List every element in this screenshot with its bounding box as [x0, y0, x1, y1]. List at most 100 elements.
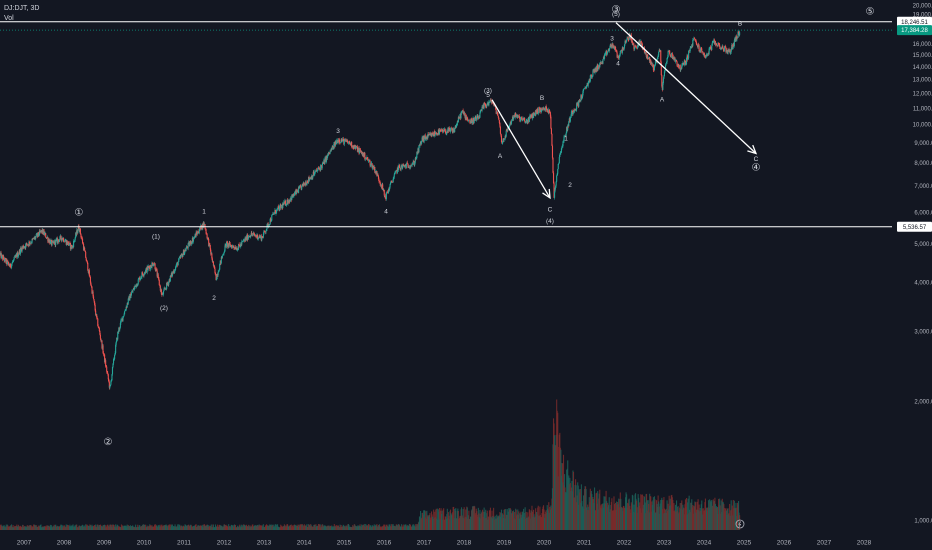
x-tick-label: 2008	[57, 540, 72, 547]
wave-label: ②	[104, 437, 113, 448]
candle	[64, 240, 66, 242]
volume-bars	[0, 399, 741, 530]
time-axis[interactable]: 2007 2008 2009 2010 2011 2012 2013 2014 2015 2016…	[17, 540, 872, 547]
candle	[552, 172, 555, 184]
candle	[591, 76, 593, 78]
wave-label: A	[660, 96, 665, 103]
horizontal-lines[interactable]	[0, 21, 892, 228]
candle	[500, 135, 503, 143]
candle	[490, 99, 492, 101]
candle	[96, 314, 98, 318]
candle	[318, 167, 320, 169]
candle	[416, 151, 418, 158]
chart-controls[interactable]	[735, 519, 745, 529]
candle	[312, 176, 314, 179]
candle	[122, 316, 124, 321]
candle	[448, 128, 450, 132]
candle	[654, 64, 656, 66]
volume-bar	[685, 498, 688, 530]
candle	[394, 173, 396, 175]
candle	[109, 386, 111, 388]
candle	[570, 111, 572, 117]
candle	[486, 105, 488, 107]
volume-bar	[72, 524, 74, 530]
candle	[159, 285, 161, 286]
candle	[653, 65, 656, 71]
candle	[299, 186, 301, 189]
candle	[432, 133, 434, 136]
candle	[285, 205, 287, 206]
candle	[578, 100, 580, 107]
candle	[113, 358, 115, 360]
x-tick-label: 2018	[457, 540, 472, 547]
wave-label: ⑤	[866, 6, 875, 17]
candle	[84, 247, 86, 251]
candle	[329, 150, 331, 154]
candle	[117, 331, 119, 340]
wave-label: 4	[616, 60, 620, 67]
candle	[202, 222, 204, 228]
candle	[357, 150, 359, 152]
candle	[418, 145, 420, 153]
candle	[20, 248, 22, 249]
candle	[558, 163, 560, 164]
candle	[93, 296, 95, 300]
candle	[112, 359, 115, 364]
candle	[554, 191, 556, 198]
candle	[718, 44, 720, 45]
candle	[618, 56, 620, 59]
candle	[564, 135, 566, 137]
candle	[168, 281, 170, 285]
candle	[722, 45, 724, 49]
candle	[519, 117, 521, 122]
candle	[421, 140, 423, 144]
candle	[82, 243, 84, 245]
x-tick-label: 2020	[537, 540, 552, 547]
candle	[488, 101, 490, 106]
candle	[295, 189, 298, 195]
price-axis[interactable]: 1,000.00 2,000.00 3,000.00 4,000.00 5,000.00…	[913, 4, 932, 525]
candle	[137, 279, 139, 285]
trend-arrows[interactable]	[491, 22, 758, 200]
candle	[719, 44, 721, 47]
candle	[462, 110, 464, 114]
candle	[298, 187, 300, 193]
candle	[557, 163, 559, 169]
candle	[370, 165, 372, 166]
candle	[662, 83, 664, 90]
candle	[533, 112, 535, 119]
candle	[49, 240, 52, 244]
candle	[736, 37, 738, 40]
candle	[530, 114, 532, 116]
candle	[90, 285, 93, 287]
candle	[661, 75, 663, 87]
candle	[100, 338, 102, 341]
y-tick-label: 11,000.00	[913, 106, 932, 112]
candle	[103, 354, 105, 355]
symbol-title[interactable]: DJ:DJT, 3D	[4, 5, 40, 12]
candle	[498, 120, 500, 123]
candle	[627, 37, 629, 40]
candle	[730, 48, 732, 53]
candle	[402, 165, 404, 168]
volume-bar	[438, 507, 441, 530]
candle	[628, 34, 630, 40]
candle	[222, 254, 224, 255]
trend-arrow-line	[491, 99, 551, 199]
candle	[182, 254, 184, 257]
x-tick-label: 2026	[777, 540, 792, 547]
candle	[528, 116, 530, 122]
candle	[585, 87, 587, 89]
candle	[667, 57, 669, 59]
candle	[685, 57, 688, 64]
candle	[586, 85, 588, 88]
candle	[170, 275, 172, 277]
x-tick-label: 2021	[577, 540, 592, 547]
candle	[228, 242, 230, 246]
candle	[152, 265, 155, 266]
candle	[28, 241, 30, 245]
candle	[197, 231, 199, 233]
candle	[236, 247, 238, 251]
